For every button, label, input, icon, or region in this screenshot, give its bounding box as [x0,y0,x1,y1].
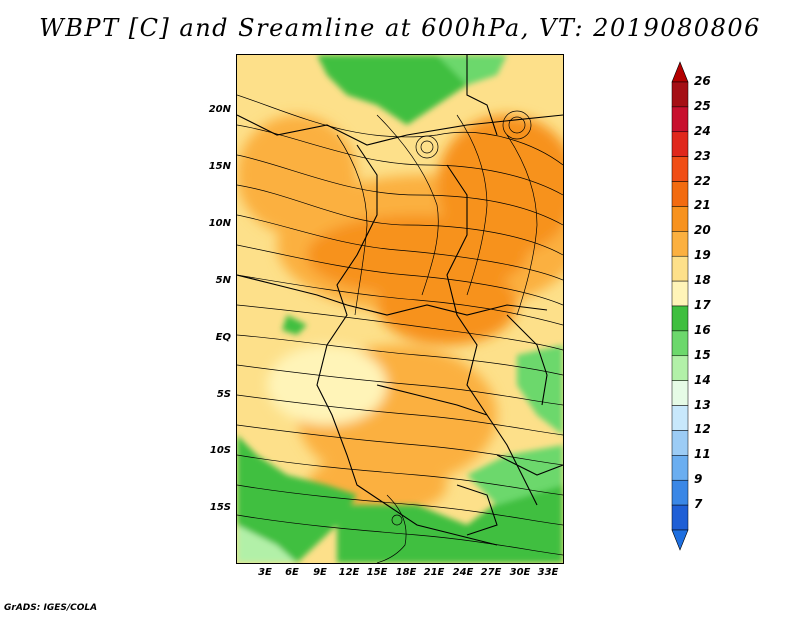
lat-label-20n: 20N [208,104,231,115]
colorbar-label: 24 [694,123,711,138]
colorbar-segment [671,380,689,406]
colorbar-label: 18 [694,273,711,288]
lon-label-18e: 18E [395,567,417,578]
lon-label-33e: 33E [537,567,559,578]
country-borders [237,55,563,546]
lat-label-10n: 10N [208,218,231,229]
lon-label-15e: 15E [366,567,388,578]
colorbar-segment [671,330,689,357]
colorbar-top-arrow [671,61,689,83]
circulation-swirl [391,110,532,526]
colorbar-label: 14 [694,372,711,387]
lon-label-3e: 3E [258,567,272,578]
green-region [237,55,563,563]
lat-label-eq: EQ [215,332,231,343]
colorbar-segment [671,181,689,207]
colorbar-segment [671,504,689,531]
colorbar-segment [671,455,689,481]
streamlines [237,94,563,563]
colorbar-segment [671,206,689,232]
lon-label-9e: 9E [313,567,327,578]
grads-credit: GrADS: IGES/COLA [4,603,98,613]
lat-label-15n: 15N [208,161,231,172]
lon-label-21e: 21E [423,567,445,578]
map-field-svg [237,55,563,563]
colorbar-segment [671,305,689,332]
colorbar-label: 25 [694,98,711,113]
colorbar-segment [671,156,689,182]
colorbar-label: 12 [694,422,711,437]
lon-label-12e: 12E [338,567,360,578]
colorbar-label: 21 [694,198,711,213]
colorbar-segment [671,430,689,456]
lat-label-5s: 5S [216,389,231,400]
colorbar-label: 15 [694,347,711,362]
colorbar-label: 20 [694,223,711,238]
colorbar-label: 13 [694,397,711,412]
colorbar-label: 7 [694,497,703,512]
colorbar-label: 23 [694,148,711,163]
colorbar-label: 11 [694,447,711,462]
colorbar-segment [671,255,689,282]
warm-core-region [237,115,563,515]
lat-label-5n: 5N [215,275,231,286]
map-plot [236,54,564,564]
map-title: WBPT [C] and Sreamline at 600hPa, VT: 20… [39,14,761,42]
colorbar-label: 26 [694,74,711,88]
lon-label-24e: 24E [452,567,474,578]
colorbar-bottom-arrow [671,529,689,551]
colorbar-segment [671,131,689,157]
colorbar-label: 19 [694,248,711,263]
colorbar-label: 17 [694,298,711,312]
lat-label-10s: 10S [209,445,231,456]
lon-label-30e: 30E [509,567,531,578]
colorbar-segment [671,231,689,257]
lon-label-27e: 27E [480,567,502,578]
colorbar-label: 16 [694,322,711,337]
colorbar-label: 9 [694,472,703,487]
lon-label-6e: 6E [285,567,299,578]
colorbar-segment [671,479,689,506]
colorbar [671,61,689,551]
lat-label-15s: 15S [209,502,231,513]
colorbar-segment [671,106,689,133]
colorbar-label: 22 [694,173,711,188]
colorbar-segment [671,81,689,108]
colorbar-segment [671,280,689,307]
colorbar-segment [671,355,689,381]
colorbar-segment [671,405,689,431]
